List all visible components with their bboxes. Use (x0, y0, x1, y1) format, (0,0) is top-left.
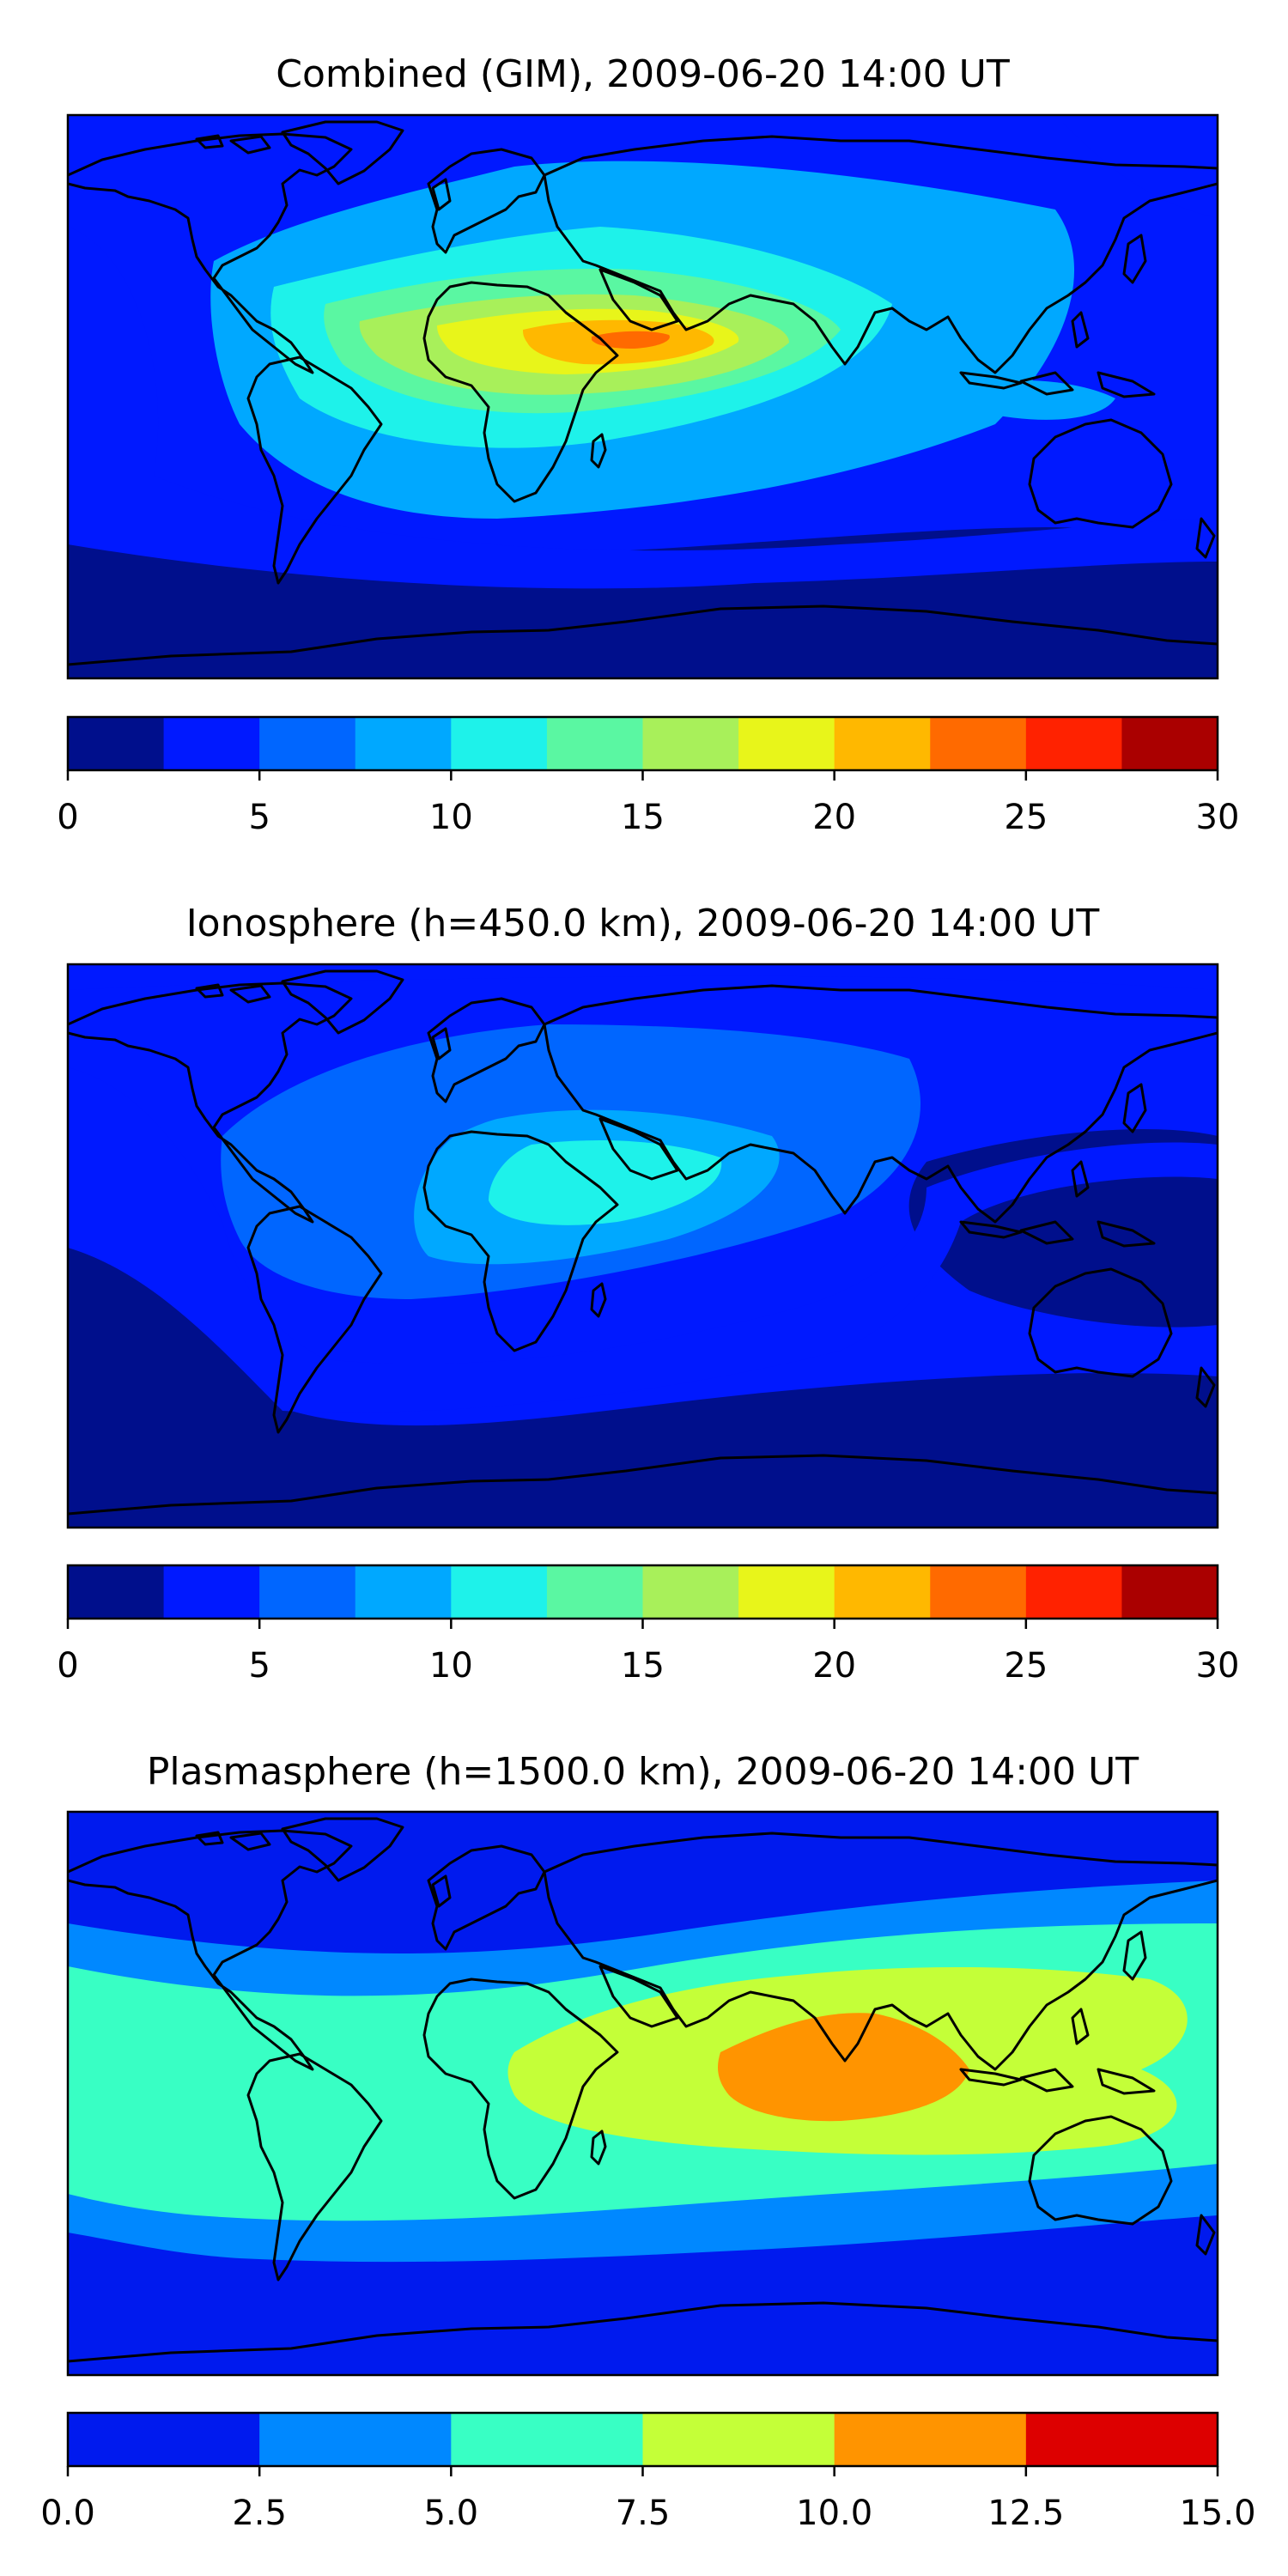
colorbar-segment (1025, 2413, 1218, 2466)
colorbar-tick-label: 0.0 (40, 2494, 95, 2533)
colorbar-segment (259, 717, 356, 770)
colorbar-segment (834, 2413, 1027, 2466)
colorbar-segment (451, 1565, 548, 1619)
colorbar: 0 5 10 15 20 25 30 (57, 1564, 1240, 1686)
colorbar-segment (834, 717, 931, 770)
colorbar-tick-label: 15.0 (1179, 2494, 1255, 2533)
map-frame (66, 1810, 1219, 2377)
colorbar-tick-label: 20 (812, 1646, 856, 1686)
panel-1: Combined (GIM), 2009-06-20 14:00 UT 0 5 10 1… (57, 52, 1239, 837)
colorbar-tick-label: 5 (248, 798, 270, 837)
colorbar-segment (68, 2413, 260, 2466)
colorbar-tick-label: 10.0 (796, 2494, 872, 2533)
map-area (66, 113, 1219, 680)
map-area (66, 1810, 1219, 2377)
colorbar-segment (738, 717, 835, 770)
colorbar-segment (546, 1565, 643, 1619)
colorbar-segment (451, 717, 548, 770)
panel-3: Plasmasphere (h=1500.0 km), 2009-06-20 1… (40, 1750, 1255, 2533)
colorbar-tick-label: 30 (1196, 798, 1240, 837)
colorbar-segment (546, 717, 643, 770)
contour-band (68, 227, 1218, 589)
colorbar: 0.0 2.5 5.0 7.5 10.0 12.5 15.0 (40, 2411, 1256, 2533)
colorbar-tick-label: 25 (1004, 1646, 1048, 1686)
colorbar-segment (68, 717, 165, 770)
colorbar-segment (642, 2413, 835, 2466)
colorbar-segment (1121, 1565, 1218, 1619)
map-frame (66, 963, 1219, 1529)
colorbar-segment (642, 1565, 739, 1619)
colorbar-segment (355, 717, 452, 770)
colorbar-tick-label: 5 (248, 1646, 270, 1686)
colorbar-segment (451, 2413, 643, 2466)
panel-title: Plasmasphere (h=1500.0 km), 2009-06-20 1… (147, 1750, 1139, 1794)
colorbar-segment (163, 717, 260, 770)
panel-title: Combined (GIM), 2009-06-20 14:00 UT (276, 52, 1010, 96)
colorbar-tick-label: 5.0 (424, 2494, 479, 2533)
colorbar-segment (1025, 1565, 1122, 1619)
contour-band (68, 1222, 1218, 1528)
colorbar-segment (642, 717, 739, 770)
colorbar-tick-label: 12.5 (987, 2494, 1064, 2533)
colorbar-segment (930, 1565, 1027, 1619)
colorbar-segment (259, 2413, 452, 2466)
colorbar-tick-label: 30 (1196, 1646, 1240, 1686)
colorbar-tick-label: 2.5 (232, 2494, 287, 2533)
map-frame (66, 113, 1219, 680)
colorbar-segment (1121, 717, 1218, 770)
colorbar-segment (68, 1565, 165, 1619)
colorbar-tick-label: 15 (621, 1646, 665, 1686)
colorbar-segment (930, 717, 1027, 770)
colorbar-tick-label: 0 (57, 798, 78, 837)
colorbar-tick-label: 10 (429, 1646, 473, 1686)
colorbar-segment (163, 1565, 260, 1619)
panel-2: Ionosphere (h=450.0 km), 2009-06-20 14:0… (57, 902, 1239, 1686)
colorbar-tick-label: 0 (57, 1646, 78, 1686)
colorbar-segment (1025, 717, 1122, 770)
contour-band (68, 1067, 1218, 1413)
colorbar-tick-label: 7.5 (616, 2494, 671, 2533)
colorbar: 0 5 10 15 20 25 30 (57, 715, 1240, 837)
contour-band (969, 380, 1115, 420)
colorbar-segment (259, 1565, 356, 1619)
map-area (66, 963, 1219, 1529)
colorbar-tick-label: 10 (429, 798, 473, 837)
colorbar-segment (355, 1565, 452, 1619)
colorbar-tick-label: 15 (621, 798, 665, 837)
panel-title: Ionosphere (h=450.0 km), 2009-06-20 14:0… (186, 902, 1100, 945)
colorbar-tick-label: 20 (812, 798, 856, 837)
colorbar-segment (834, 1565, 931, 1619)
colorbar-segment (738, 1565, 835, 1619)
contour-band (718, 2013, 969, 2122)
colorbar-tick-label: 25 (1004, 798, 1048, 837)
contour-band (489, 1140, 722, 1225)
contour-band (592, 331, 670, 349)
